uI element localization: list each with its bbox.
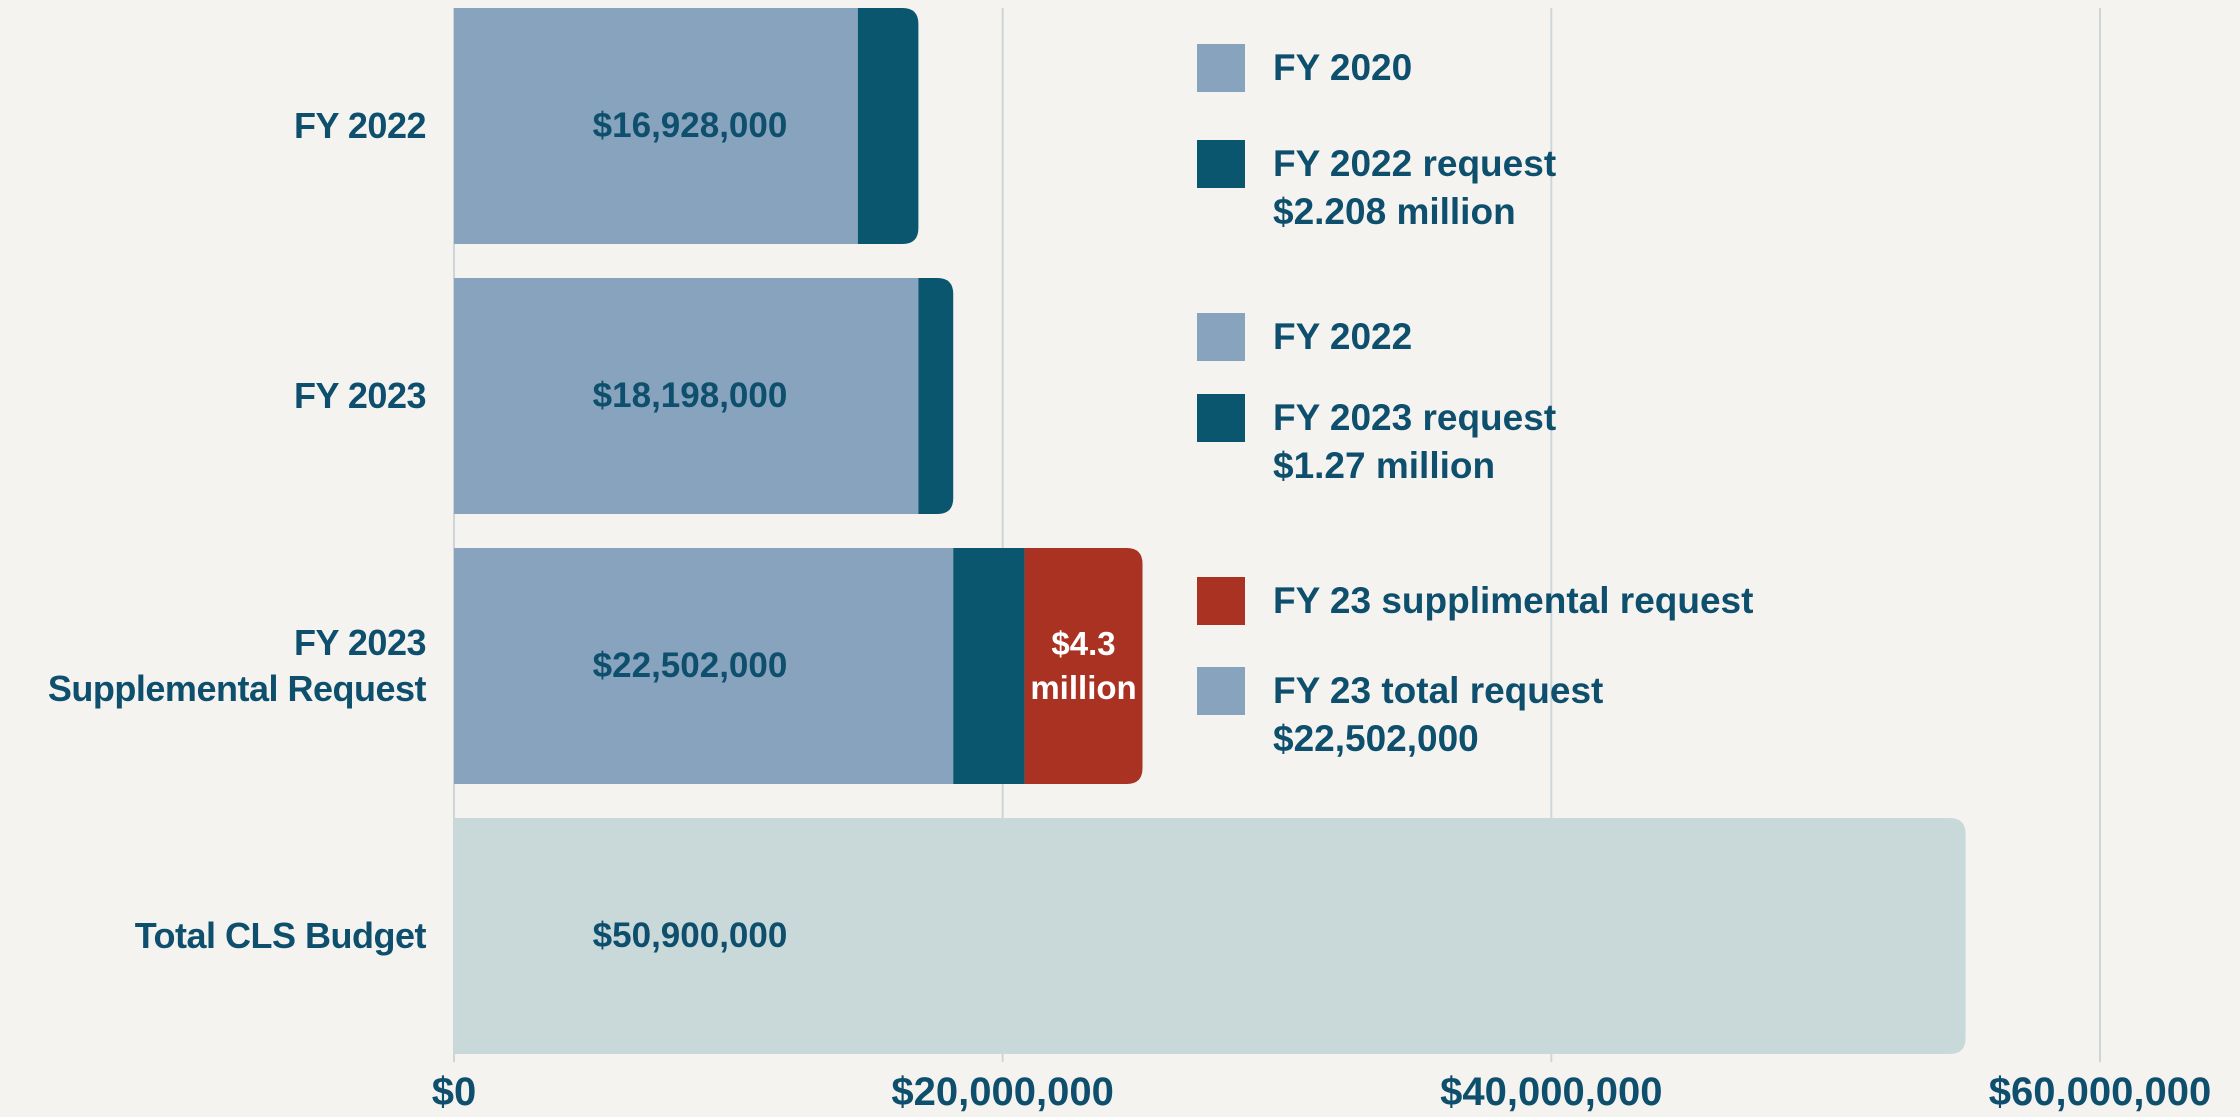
- legend-swatch: [1197, 140, 1245, 188]
- bar-segment: [953, 548, 1025, 784]
- bar-label: $16,928,000: [592, 106, 788, 145]
- bar-segment: [1024, 548, 1143, 784]
- category-label: FY 2023: [294, 375, 426, 416]
- value-label: $4.3 million: [1030, 625, 1137, 706]
- legend-label: FY 23 supplimental request: [1273, 580, 1754, 621]
- legend-swatch: [1197, 313, 1245, 361]
- legend-swatch: [1197, 667, 1245, 715]
- x-tick-label: $60,000,000: [1988, 1070, 2212, 1114]
- legend-label: FY 2020: [1273, 47, 1413, 88]
- bar-segment: [454, 278, 919, 514]
- legend-swatch: [1197, 394, 1245, 442]
- bar-segment: [454, 8, 858, 244]
- bar-segment: [918, 278, 954, 514]
- bar-label: $22,502,000: [592, 646, 788, 685]
- bar-segment: [454, 548, 954, 784]
- bar-label: $50,900,000: [592, 916, 788, 955]
- x-tick-label: $40,000,000: [1440, 1070, 1663, 1114]
- category-label: FY 2022: [294, 105, 426, 146]
- legend-swatch: [1197, 44, 1245, 92]
- legend-label: FY 2022: [1273, 316, 1413, 357]
- category-label: Total CLS Budget: [134, 915, 427, 956]
- legend-label: FY 2023 request $1.27 million: [1273, 397, 1557, 486]
- legend-label: FY 23 total request $22,502,000: [1273, 670, 1604, 759]
- bar-segment: [454, 818, 1966, 1054]
- category-label: FY 2023 Supplemental Request: [47, 622, 427, 709]
- legend-swatch: [1197, 577, 1245, 625]
- legend-label: FY 2022 request $2.208 million: [1273, 143, 1557, 232]
- bar-label: $18,198,000: [592, 376, 788, 415]
- bar-segment: [857, 8, 919, 244]
- x-tick-label: $0: [431, 1070, 477, 1114]
- x-tick-label: $20,000,000: [891, 1070, 1114, 1114]
